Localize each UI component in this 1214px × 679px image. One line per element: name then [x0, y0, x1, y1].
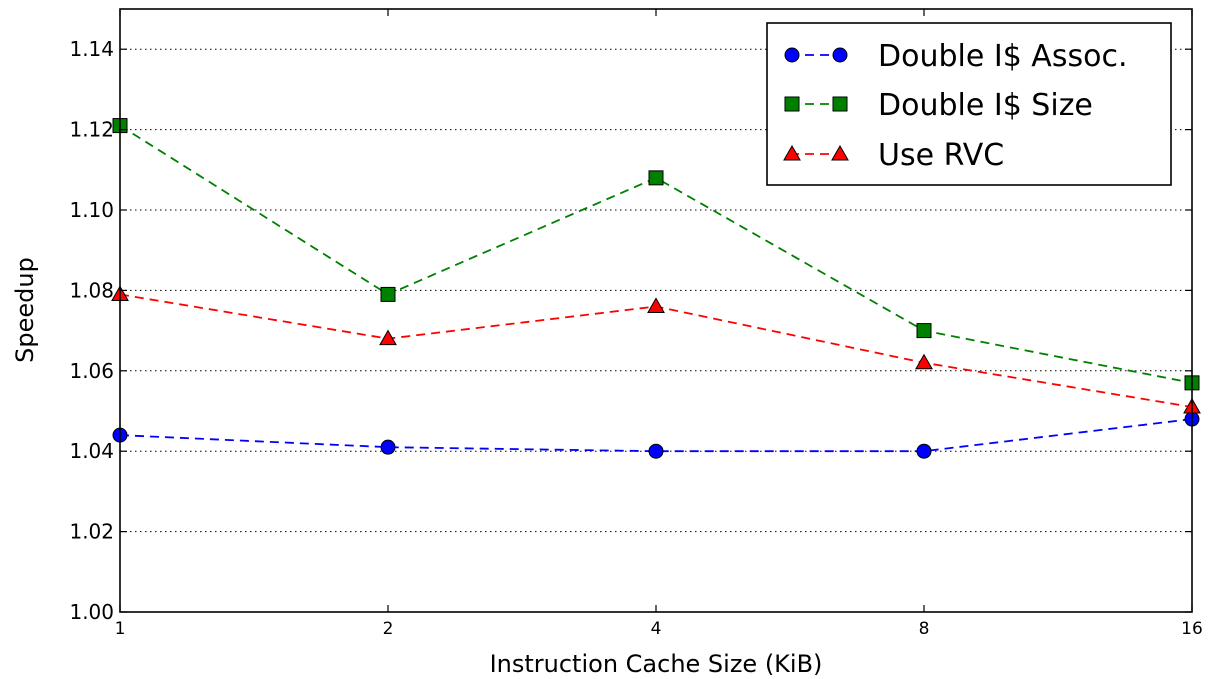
data-point-double-i-assoc-1	[380, 439, 396, 455]
y-tick-label-1: 1.02	[69, 520, 114, 544]
y-tick-label-7: 1.14	[69, 37, 114, 61]
y-tick-label-3: 1.06	[69, 359, 114, 383]
y-axis-label: Speedup	[11, 257, 39, 363]
data-point-double-i-size-2	[648, 170, 664, 186]
x-tick-label-3: 8	[919, 619, 930, 639]
y-tick-label-6: 1.12	[69, 118, 114, 142]
x-axis-label: Instruction Cache Size (KiB)	[490, 650, 823, 678]
legend-marker-end-double-i-assoc	[832, 47, 848, 63]
data-point-double-i-size-1	[380, 286, 396, 302]
axis-ticks	[119, 9, 1193, 613]
x-tick-label-0: 1	[115, 619, 126, 639]
legend-label-double-i-size: Double I$ Size	[878, 88, 1093, 123]
data-point-double-i-assoc-2	[648, 443, 664, 459]
data-point-use-rvc-1	[379, 329, 397, 346]
legend-marker-end-use-rvc	[831, 144, 849, 161]
y-tick-labels: 1.00 1.02 1.04 1.06 1.08 1.10 1.12 1.14	[69, 37, 114, 624]
series-line-double-i-size	[120, 124, 1192, 384]
data-point-double-i-assoc-3	[916, 443, 932, 459]
legend-marker-start-double-i-assoc	[784, 47, 800, 63]
data-point-use-rvc-3	[915, 353, 933, 370]
legend-marker-start-use-rvc	[783, 144, 801, 161]
data-point-double-i-size-3	[916, 323, 932, 339]
legend-marker-end-double-i-size	[832, 96, 848, 112]
x-tick-label-2: 4	[651, 619, 662, 639]
data-point-use-rvc-2	[647, 297, 665, 314]
y-tick-label-2: 1.04	[69, 439, 114, 463]
legend-label-double-i-assoc: Double I$ Assoc.	[878, 39, 1127, 74]
legend: Double I$ Assoc. Double I$ Size Use RVC	[766, 22, 1172, 186]
y-tick-label-0: 1.00	[69, 600, 114, 624]
legend-marker-start-double-i-size	[784, 96, 800, 112]
y-tick-label-4: 1.08	[69, 278, 114, 302]
x-tick-label-1: 2	[383, 619, 394, 639]
x-tick-label-4: 16	[1181, 619, 1203, 639]
y-tick-label-5: 1.10	[69, 198, 114, 222]
x-tick-labels: 1 2 4 8 16	[115, 619, 1203, 639]
legend-label-use-rvc: Use RVC	[878, 138, 1004, 173]
